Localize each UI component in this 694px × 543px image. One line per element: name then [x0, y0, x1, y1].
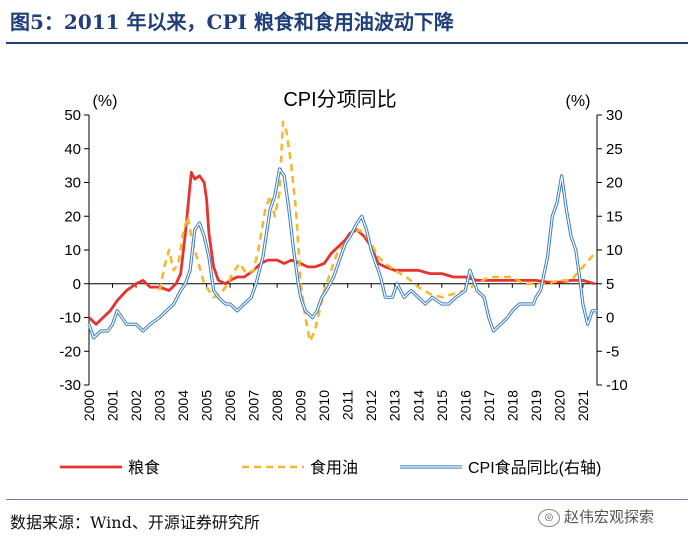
x-tick-label: 2005	[199, 390, 215, 421]
chart-title: CPI分项同比	[283, 88, 396, 111]
left-y-tick-label: -10	[59, 310, 81, 327]
left-y-tick-label: 0	[73, 276, 81, 293]
x-tick-label: 2011	[340, 390, 356, 420]
x-tick-label: 2000	[81, 390, 97, 421]
x-tick-label: 2012	[363, 390, 379, 421]
x-tick-label: 2010	[316, 390, 332, 421]
legend-label: CPI食品同比(右轴)	[468, 459, 601, 477]
right-y-tick-label: 20	[606, 175, 623, 192]
x-tick-label: 2019	[528, 390, 544, 421]
series-line-cpi-food-inner	[88, 168, 597, 339]
right-y-tick-label: 25	[606, 141, 623, 158]
wechat-icon: ◎	[538, 508, 560, 527]
chart-legend: 粮食 食用油 CPI食品同比(右轴)	[60, 459, 601, 477]
left-y-tick-label: 10	[64, 242, 81, 259]
title-divider	[6, 42, 688, 44]
right-y-tick-label: 10	[606, 242, 623, 259]
x-tick-label: 2009	[293, 390, 309, 421]
series-layer	[87, 120, 597, 343]
right-y-tick-label: 0	[606, 310, 614, 327]
cpi-line-chart: CPI分项同比 (%) (%) -30-20-1001020304050-10-…	[59, 88, 627, 477]
right-y-tick-label: 30	[606, 107, 623, 124]
right-axis-unit: (%)	[566, 93, 591, 110]
source-divider	[6, 499, 688, 500]
series-line-oil	[158, 120, 596, 343]
legend-label: 食用油	[310, 459, 358, 477]
right-y-tick-label: -5	[606, 343, 619, 360]
legend-label: 粮食	[128, 459, 160, 477]
watermark-label: 赵伟宏观探索	[564, 508, 655, 526]
left-y-tick-label: -20	[59, 343, 81, 360]
x-tick-label: 2021	[575, 390, 591, 421]
x-tick-label: 2004	[175, 390, 191, 421]
source-note: 数据来源：Wind、开源证券研究所	[10, 513, 260, 532]
right-y-tick-label: 15	[606, 208, 623, 225]
right-y-tick-label: -10	[606, 377, 628, 394]
x-tick-label: 2007	[246, 390, 262, 421]
x-tick-label: 2003	[152, 390, 168, 421]
x-tick-label: 2015	[434, 390, 450, 421]
x-tick-label: 2002	[128, 390, 144, 421]
left-y-tick-label: -30	[59, 377, 81, 394]
x-tick-label: 2006	[222, 390, 238, 421]
figure-title: 图5：2011 年以来，CPI 粮食和食用油波动下降	[10, 10, 454, 34]
x-tick-label: 2017	[481, 390, 497, 421]
x-tick-label: 2020	[551, 390, 567, 421]
chart-axes: -30 -20 -10 0 10 20 30 40 50 -10 -5 0 5 10 15 20 25 30 200…	[59, 107, 627, 421]
x-tick-label: 2008	[269, 390, 285, 421]
left-y-tick-label: 50	[64, 107, 81, 124]
x-tick-label: 2016	[457, 390, 473, 421]
x-tick-label: 2001	[105, 390, 121, 421]
x-tick-label: 2014	[410, 390, 426, 421]
series-line-grain	[88, 171, 595, 326]
watermark: ◎ 赵伟宏观探索	[538, 506, 654, 527]
x-tick-label: 2013	[387, 390, 403, 421]
left-y-tick-label: 40	[64, 141, 81, 158]
legend-item-oil: 食用油	[242, 459, 358, 477]
left-y-tick-label: 30	[64, 175, 81, 192]
left-y-tick-label: 20	[64, 208, 81, 225]
legend-item-grain: 粮食	[60, 459, 160, 477]
right-y-tick-label: 5	[606, 276, 614, 293]
left-axis-unit: (%)	[93, 93, 118, 110]
x-tick-label: 2018	[504, 390, 520, 421]
legend-item-cpi-food: CPI食品同比(右轴)	[400, 459, 601, 477]
